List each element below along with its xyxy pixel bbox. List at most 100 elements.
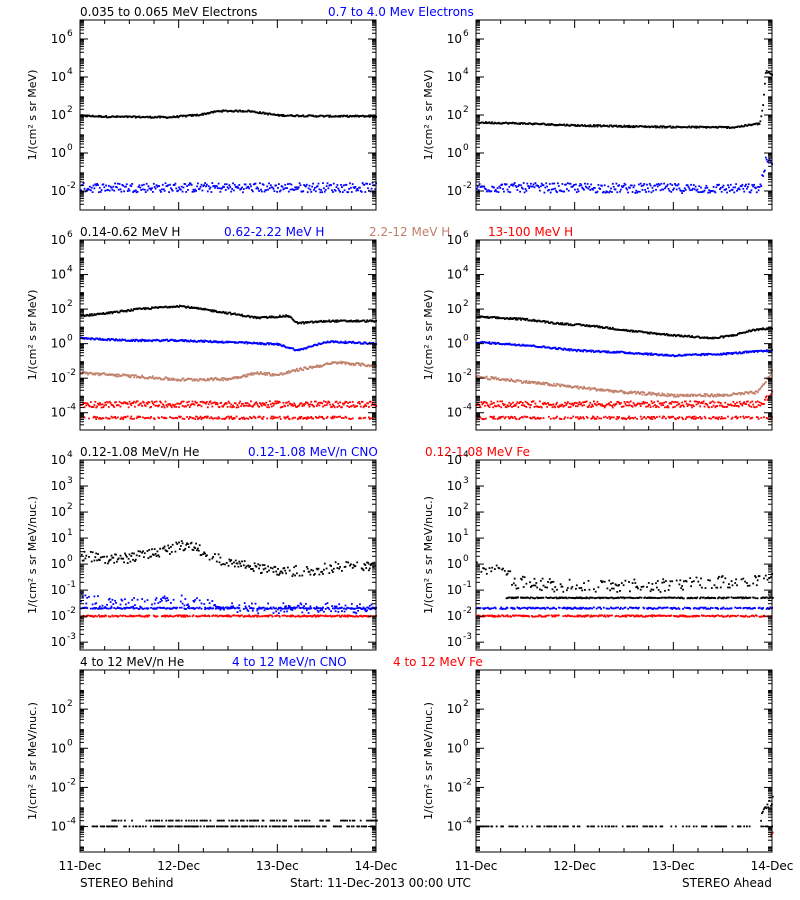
data-point (540, 320, 543, 323)
data-point (173, 405, 176, 408)
data-point (322, 342, 324, 344)
data-point (242, 375, 244, 377)
data-point (213, 378, 215, 380)
data-point (311, 115, 314, 117)
data-point (734, 126, 737, 129)
data-point (158, 417, 161, 420)
data-point (599, 188, 602, 190)
data-point (681, 192, 683, 194)
data-point (631, 330, 634, 333)
data-point (593, 125, 596, 128)
data-point (703, 393, 706, 395)
data-point (338, 405, 341, 407)
data-point (351, 362, 354, 365)
data-point (208, 417, 211, 420)
data-point (745, 350, 747, 353)
panel-ahead-0 (475, 19, 773, 211)
data-point (319, 191, 322, 194)
data-point (325, 185, 328, 187)
data-point (721, 186, 724, 189)
data-point (555, 403, 557, 406)
data-point (675, 395, 678, 398)
data-point (650, 400, 653, 403)
data-point (545, 403, 548, 405)
data-point (206, 401, 208, 403)
data-point (705, 403, 708, 405)
data-point (118, 338, 121, 341)
data-point (750, 330, 753, 332)
data-point (738, 126, 741, 128)
data-point (482, 402, 485, 405)
data-point (531, 319, 534, 322)
data-point (306, 191, 309, 194)
data-point (315, 115, 318, 118)
data-point (572, 185, 575, 187)
data-point (490, 122, 493, 125)
data-point (736, 334, 738, 336)
data-point (321, 415, 323, 418)
data-point (764, 398, 766, 401)
data-point (169, 416, 171, 418)
data-point (259, 341, 261, 344)
data-point (92, 314, 95, 317)
data-point (259, 372, 261, 375)
data-point (133, 339, 135, 342)
data-point (707, 126, 710, 129)
data-point (257, 416, 260, 419)
data-point (523, 191, 526, 194)
data-point (215, 340, 217, 343)
data-point (315, 417, 318, 419)
data-point (141, 184, 143, 187)
data-point (329, 114, 332, 117)
data-point (625, 187, 628, 190)
data-point (281, 345, 284, 348)
data-point (527, 185, 530, 187)
data-point (599, 124, 602, 127)
data-point (630, 392, 633, 394)
data-point (581, 387, 584, 390)
data-point (686, 405, 689, 407)
data-point (549, 124, 552, 126)
data-point (644, 401, 647, 404)
data-point (595, 404, 598, 407)
data-point (134, 405, 136, 408)
data-point (595, 124, 598, 127)
data-point (738, 400, 741, 403)
data-point (187, 189, 189, 191)
data-point (246, 402, 249, 404)
data-point (491, 377, 494, 380)
data-point (762, 327, 764, 330)
data-point (629, 330, 631, 333)
data-point (287, 183, 289, 185)
data-point (534, 402, 537, 405)
data-point (353, 115, 356, 118)
data-point (261, 111, 264, 114)
data-point (102, 406, 105, 409)
data-point (496, 187, 499, 189)
data-point (127, 406, 130, 409)
data-point (584, 185, 587, 188)
data-point (169, 183, 171, 186)
data-point (674, 126, 677, 129)
data-point (194, 400, 197, 403)
data-point (224, 402, 227, 404)
data-point (130, 339, 133, 341)
data-point (582, 401, 584, 404)
data-point (476, 185, 479, 188)
data-point (599, 403, 602, 406)
data-point (196, 415, 198, 418)
data-point (506, 188, 509, 191)
data-point (648, 126, 651, 129)
data-point (517, 406, 520, 409)
data-point (247, 418, 250, 420)
data-point (647, 391, 650, 394)
y-tick-label: 10 (51, 32, 66, 46)
data-point (224, 311, 227, 314)
data-point (369, 319, 372, 322)
data-point (590, 387, 593, 390)
data-point (592, 405, 594, 408)
data-point (705, 353, 708, 355)
data-point (120, 339, 123, 342)
data-point (547, 402, 549, 404)
data-point (563, 405, 566, 407)
